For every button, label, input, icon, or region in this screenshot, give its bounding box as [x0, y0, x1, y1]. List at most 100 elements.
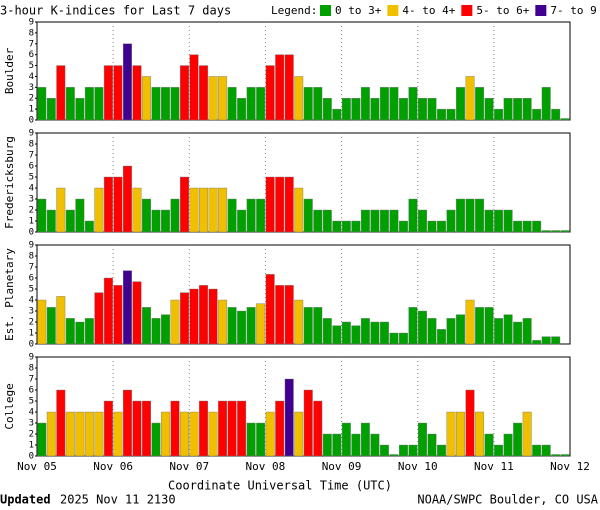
bar: [208, 76, 218, 121]
bar: [379, 87, 389, 121]
bar: [275, 54, 285, 121]
y-tick-label: 7: [29, 151, 34, 161]
bar: [360, 422, 370, 457]
bar: [284, 285, 294, 345]
y-tick-label: 8: [29, 140, 34, 150]
bar: [161, 209, 170, 233]
bar: [484, 433, 494, 457]
bar: [351, 433, 361, 457]
y-tick-label: 4: [29, 408, 34, 418]
bar: [256, 198, 266, 233]
x-tick-label: Nov 09: [322, 460, 362, 473]
y-tick-label: 5: [29, 397, 34, 407]
bar: [141, 76, 151, 121]
bar: [303, 198, 313, 233]
bar: [437, 329, 446, 345]
bar: [332, 433, 342, 457]
bar: [541, 230, 551, 233]
panel-frame: [36, 244, 571, 345]
y-tick-label: 2: [29, 206, 34, 216]
bar: [103, 400, 113, 457]
y-tick-label: 8: [29, 28, 34, 38]
bar: [75, 321, 85, 345]
bar: [199, 400, 209, 457]
y-tick-label: 8: [29, 364, 34, 374]
x-tick-label: Nov 10: [398, 460, 438, 473]
bar: [94, 87, 104, 121]
bar: [513, 422, 523, 457]
bar: [303, 307, 313, 345]
bar: [180, 176, 189, 233]
y-tick-label: 1: [29, 105, 34, 115]
y-tick-label: 9: [29, 18, 34, 28]
bar: [456, 411, 466, 457]
bar: [418, 209, 427, 233]
bar: [151, 209, 161, 233]
bar: [103, 176, 113, 233]
bar: [84, 411, 94, 457]
bar: [256, 422, 266, 457]
bar: [522, 98, 532, 121]
y-tick-label: 7: [29, 375, 34, 385]
bar: [94, 411, 104, 457]
bar: [494, 444, 504, 457]
y-tick-label: 3: [29, 83, 34, 93]
y-tick-label: 1: [29, 217, 34, 227]
bar: [313, 400, 323, 457]
bar: [132, 187, 142, 233]
x-tick-label: Nov 11: [474, 460, 514, 473]
bar: [475, 411, 485, 457]
y-tick-label: 6: [29, 50, 34, 60]
bar: [494, 209, 504, 233]
y-tick-label: 3: [29, 419, 34, 429]
bar: [408, 87, 418, 121]
bar: [313, 307, 323, 345]
bar: [484, 98, 494, 121]
bar: [446, 108, 456, 121]
bar: [379, 444, 389, 457]
bar: [322, 98, 332, 121]
bar: [389, 209, 399, 233]
y-tick-label: 0: [29, 116, 34, 126]
bar: [513, 321, 523, 345]
x-axis-label: Coordinate Universal Time (UTC): [168, 479, 392, 493]
bar: [456, 198, 466, 233]
legend-label: 0 to 3+: [335, 4, 382, 17]
bar: [370, 209, 380, 233]
bar: [170, 87, 180, 121]
y-tick-label: 0: [29, 340, 34, 350]
bar: [265, 176, 275, 233]
bar: [56, 65, 66, 121]
bar: [341, 422, 351, 457]
bar: [484, 209, 494, 233]
bar: [332, 108, 342, 121]
bar: [408, 444, 418, 457]
bar: [84, 220, 94, 233]
y-tick-label: 3: [29, 307, 34, 317]
bar: [84, 318, 94, 345]
bar: [522, 220, 532, 233]
bar: [332, 220, 342, 233]
bar: [94, 187, 104, 233]
bar: [398, 332, 408, 345]
bar: [218, 76, 228, 121]
bar: [46, 209, 56, 233]
bar: [294, 187, 304, 233]
y-axis-label: Boulder: [3, 47, 16, 94]
y-tick-label: 9: [29, 129, 34, 139]
bar: [75, 98, 85, 121]
bar: [446, 318, 456, 345]
bar: [398, 444, 408, 457]
bar: [389, 87, 399, 121]
y-tick-label: 5: [29, 173, 34, 183]
bar: [65, 209, 75, 233]
bar: [227, 198, 237, 233]
y-tick-label: 4: [29, 184, 34, 194]
bar: [427, 220, 437, 233]
bar: [94, 292, 104, 345]
y-tick-label: 7: [29, 39, 34, 49]
bar: [408, 307, 418, 345]
bar: [341, 220, 351, 233]
bar: [532, 220, 542, 233]
bar: [132, 400, 142, 457]
